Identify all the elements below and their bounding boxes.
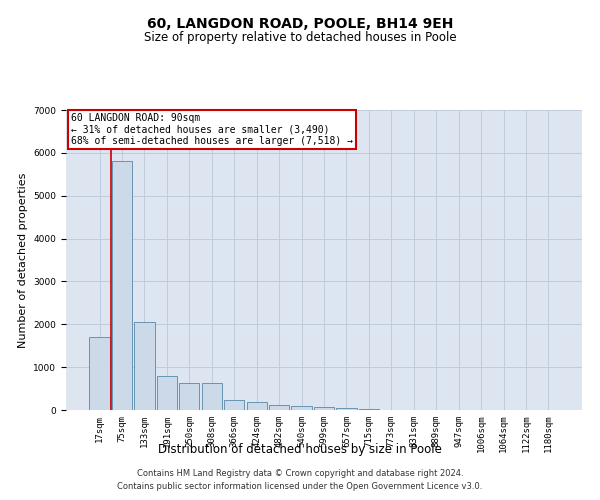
Bar xyxy=(157,376,177,410)
Bar xyxy=(269,405,289,410)
Bar xyxy=(292,406,311,410)
Bar xyxy=(134,322,155,410)
Y-axis label: Number of detached properties: Number of detached properties xyxy=(18,172,28,348)
Bar xyxy=(359,408,379,410)
Bar xyxy=(224,400,244,410)
Text: 60 LANGDON ROAD: 90sqm
← 31% of detached houses are smaller (3,490)
68% of semi-: 60 LANGDON ROAD: 90sqm ← 31% of detached… xyxy=(71,113,353,146)
Bar xyxy=(179,384,199,410)
Bar xyxy=(89,337,110,410)
Bar xyxy=(112,162,132,410)
Text: Size of property relative to detached houses in Poole: Size of property relative to detached ho… xyxy=(143,31,457,44)
Text: Contains HM Land Registry data © Crown copyright and database right 2024.: Contains HM Land Registry data © Crown c… xyxy=(137,468,463,477)
Text: 60, LANGDON ROAD, POOLE, BH14 9EH: 60, LANGDON ROAD, POOLE, BH14 9EH xyxy=(147,18,453,32)
Bar xyxy=(337,408,356,410)
Bar xyxy=(314,407,334,410)
Text: Contains public sector information licensed under the Open Government Licence v3: Contains public sector information licen… xyxy=(118,482,482,491)
Text: Distribution of detached houses by size in Poole: Distribution of detached houses by size … xyxy=(158,442,442,456)
Bar xyxy=(202,384,222,410)
Bar xyxy=(247,402,267,410)
